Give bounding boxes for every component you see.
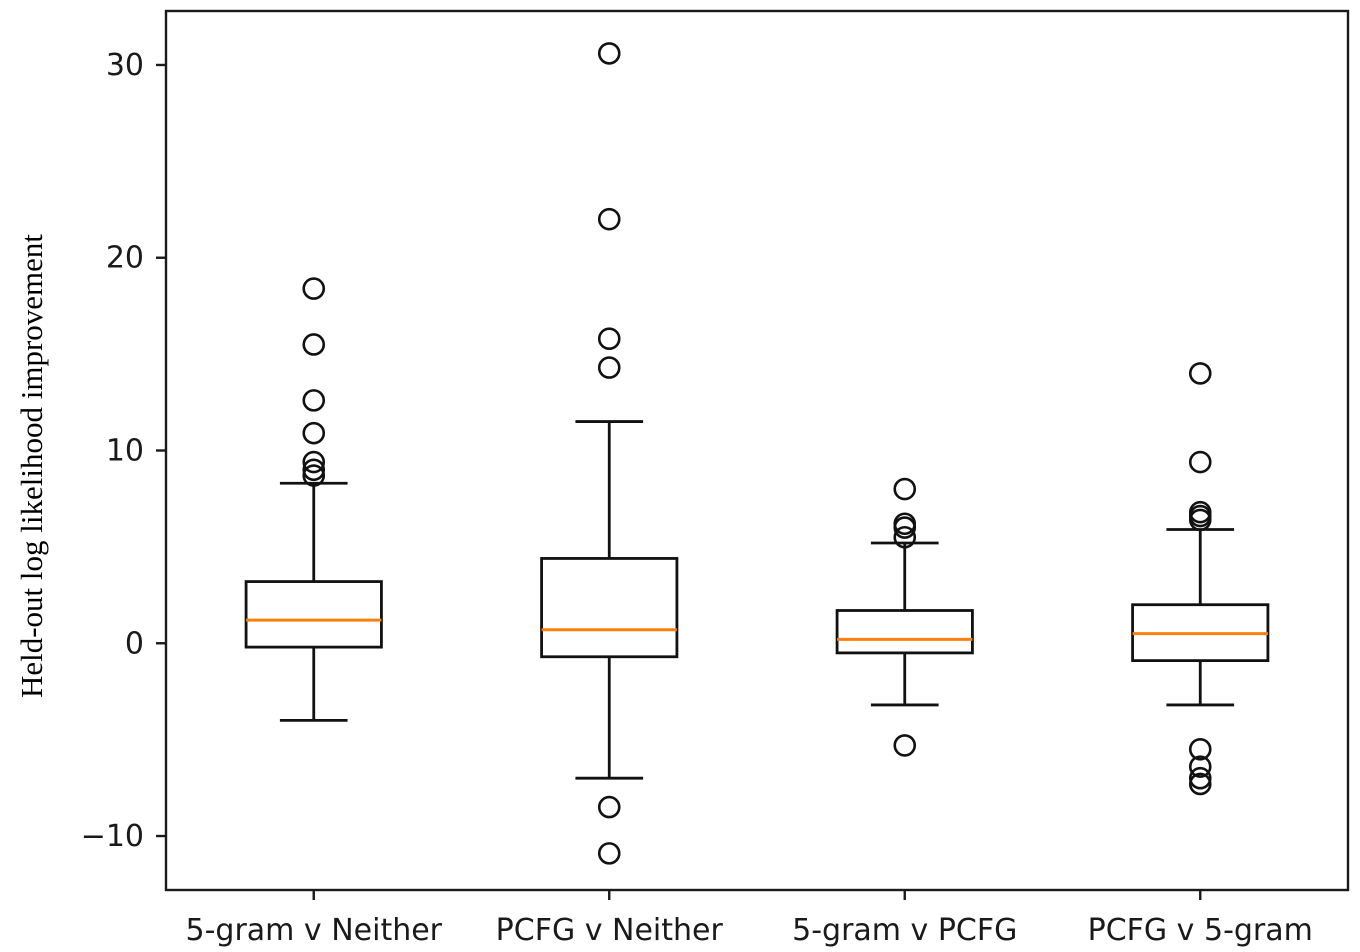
outlier-point (597, 842, 621, 865)
iqr-box (244, 580, 383, 649)
outlier-point (1188, 772, 1212, 796)
outlier-point (1188, 755, 1212, 778)
outlier-point (1188, 500, 1212, 524)
y-axis-label: Held-out log likelihood improvement (14, 234, 49, 698)
outlier-point (302, 277, 326, 300)
x-tick-label: PCFG v 5-gram (1088, 913, 1313, 948)
y-axis: −10 0 10 20 30 (81, 48, 166, 854)
outlier-point (1188, 362, 1212, 385)
x-tick-label: PCFG v Neither (496, 913, 724, 948)
outlier-point (1188, 766, 1212, 790)
iqr-box (835, 609, 974, 655)
box-4 (1131, 362, 1270, 796)
y-tick-label: −10 (81, 819, 144, 854)
box-1 (244, 277, 383, 722)
plot-frame (164, 9, 1350, 892)
y-tick-label: 30 (106, 48, 144, 83)
y-tick-label: 10 (106, 434, 144, 469)
outlier-point (302, 458, 326, 482)
outlier-point (597, 356, 621, 379)
y-tick-label: 20 (106, 241, 144, 276)
y-tick-label: 0 (125, 626, 144, 661)
boxes-group (244, 42, 1270, 865)
iqr-box (540, 557, 679, 659)
x-tick-label: 5-gram v PCFG (792, 913, 1017, 948)
x-axis: 5-gram v Neither PCFG v Neither 5-gram v P… (185, 890, 1313, 948)
outlier-point (893, 477, 917, 501)
outlier-point (893, 512, 917, 536)
outlier-point (597, 42, 621, 65)
outlier-point (302, 389, 326, 412)
outlier-point (302, 450, 326, 474)
outlier-point (597, 207, 621, 231)
box-3 (835, 477, 974, 757)
outlier-point (302, 333, 326, 356)
outlier-point (597, 327, 621, 350)
box-2 (540, 42, 679, 865)
x-tick-label: 5-gram v Neither (185, 913, 442, 948)
outlier-point (1188, 450, 1212, 474)
outlier-point (893, 525, 917, 549)
outlier-point (302, 421, 326, 445)
outlier-point (302, 464, 326, 487)
outlier-point (597, 795, 621, 819)
outlier-point (893, 734, 917, 757)
outlier-point (1188, 737, 1212, 761)
